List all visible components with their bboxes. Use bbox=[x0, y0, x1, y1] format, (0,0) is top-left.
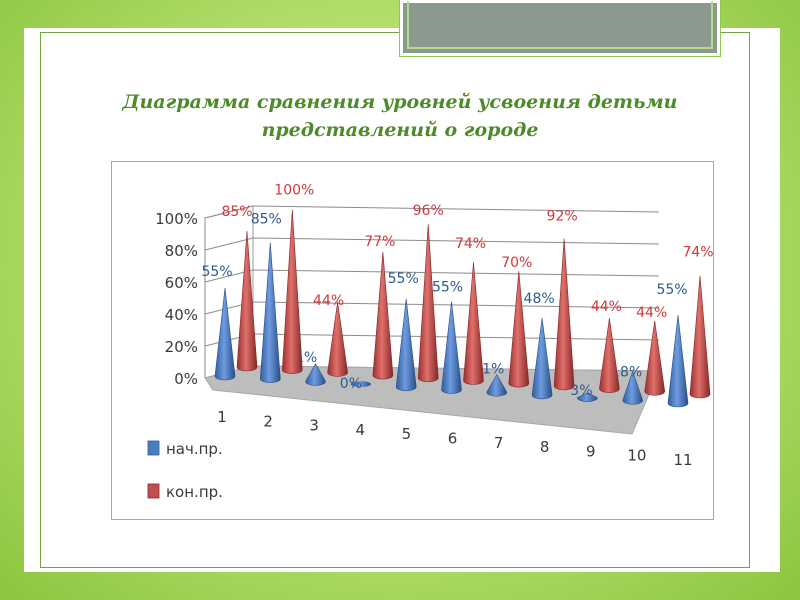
legend-swatch-1 bbox=[147, 483, 160, 499]
data-label-start-11: 55% bbox=[656, 282, 687, 298]
data-label-start-2: 85% bbox=[251, 212, 282, 228]
title-line-1: Диаграмма сравнения уровней усвоения дет… bbox=[122, 91, 678, 113]
data-label-start-6: 55% bbox=[432, 280, 463, 296]
data-label-end-7: 70% bbox=[501, 255, 532, 271]
legend-label-0: нач.пр. bbox=[166, 440, 223, 458]
cone-end-3 bbox=[327, 301, 348, 377]
y-tick-label: 80% bbox=[165, 242, 198, 260]
x-tick-label-1: 1 bbox=[217, 408, 227, 426]
y-tick-label: 60% bbox=[165, 274, 198, 292]
cone-end-1 bbox=[236, 230, 258, 372]
y-tick-label: 100% bbox=[155, 210, 198, 228]
data-label-start-10: 18% bbox=[611, 365, 642, 381]
data-label-start-4: 0% bbox=[340, 376, 362, 392]
cone-end-7 bbox=[508, 271, 530, 388]
cone-end-11 bbox=[689, 275, 711, 399]
cone-end-9 bbox=[599, 318, 620, 393]
x-tick-label-2: 2 bbox=[263, 412, 273, 430]
gridline-back bbox=[252, 269, 660, 277]
decorative-header-box bbox=[399, 0, 721, 57]
x-tick-label-6: 6 bbox=[448, 430, 458, 448]
data-label-end-1: 85% bbox=[221, 204, 252, 220]
data-label-end-2: 100% bbox=[274, 183, 314, 199]
gridline-left bbox=[204, 237, 254, 251]
x-tick-label-10: 10 bbox=[627, 447, 646, 465]
cone-start-6 bbox=[441, 301, 462, 394]
cone-end-5 bbox=[417, 224, 439, 383]
data-label-end-5: 96% bbox=[413, 203, 444, 219]
gridline-back bbox=[252, 333, 660, 341]
cone-start-10 bbox=[622, 370, 644, 405]
data-label-end-4: 77% bbox=[364, 234, 395, 250]
cone-start-8 bbox=[531, 318, 553, 400]
data-label-end-3: 44% bbox=[313, 293, 344, 309]
data-label-end-11: 74% bbox=[682, 245, 713, 261]
x-tick-label-5: 5 bbox=[402, 425, 412, 443]
cone-start-5 bbox=[395, 298, 417, 392]
cone-start-11 bbox=[667, 314, 689, 408]
data-label-end-8: 92% bbox=[547, 209, 578, 225]
gridline-back bbox=[252, 301, 660, 309]
y-tick-label: 40% bbox=[165, 306, 198, 324]
data-label-end-10: 44% bbox=[636, 305, 667, 321]
chart-title: Диаграмма сравнения уровней усвоения дет… bbox=[60, 88, 740, 144]
cone-start-4 bbox=[350, 381, 371, 388]
data-label-start-5: 55% bbox=[388, 271, 419, 287]
cone-end-8 bbox=[553, 238, 575, 391]
cone-end-4 bbox=[372, 251, 394, 380]
x-tick-label-11: 11 bbox=[673, 451, 692, 469]
gridline-back bbox=[252, 237, 660, 245]
x-tick-label-3: 3 bbox=[309, 417, 319, 435]
data-label-end-9: 44% bbox=[591, 299, 622, 315]
cone-end-6 bbox=[463, 262, 484, 385]
gridline-back bbox=[252, 205, 660, 213]
slide-frame bbox=[40, 32, 750, 568]
x-tick-label-9: 9 bbox=[586, 442, 596, 460]
title-line-2: представлений о городе bbox=[261, 119, 539, 141]
chart-area: 0%20%40%60%80%100% 55%85%11%0%55%55%11%4… bbox=[111, 161, 714, 520]
y-tick-label: 0% bbox=[174, 370, 198, 388]
cone-end-2 bbox=[281, 209, 303, 374]
cone-start-9 bbox=[577, 392, 598, 402]
cone-start-7 bbox=[486, 373, 508, 397]
cone-end-10 bbox=[644, 320, 666, 396]
cone-chart: 0%20%40%60%80%100% 55%85%11%0%55%55%11%4… bbox=[147, 183, 714, 501]
legend-swatch-0 bbox=[147, 440, 160, 456]
x-tick-label-7: 7 bbox=[494, 434, 504, 452]
data-label-start-8: 48% bbox=[524, 291, 555, 307]
cone-start-1 bbox=[214, 287, 236, 381]
x-tick-label-8: 8 bbox=[540, 438, 550, 456]
x-tick-label-4: 4 bbox=[356, 421, 366, 439]
cone-start-3 bbox=[305, 363, 326, 386]
legend-label-1: кон.пр. bbox=[166, 483, 223, 501]
data-label-end-6: 74% bbox=[455, 236, 486, 252]
gridline-left bbox=[204, 205, 254, 219]
y-tick-label: 20% bbox=[165, 338, 198, 356]
cone-start-2 bbox=[259, 242, 281, 383]
data-label-start-9: 3% bbox=[570, 383, 592, 399]
data-label-start-1: 55% bbox=[201, 264, 232, 280]
